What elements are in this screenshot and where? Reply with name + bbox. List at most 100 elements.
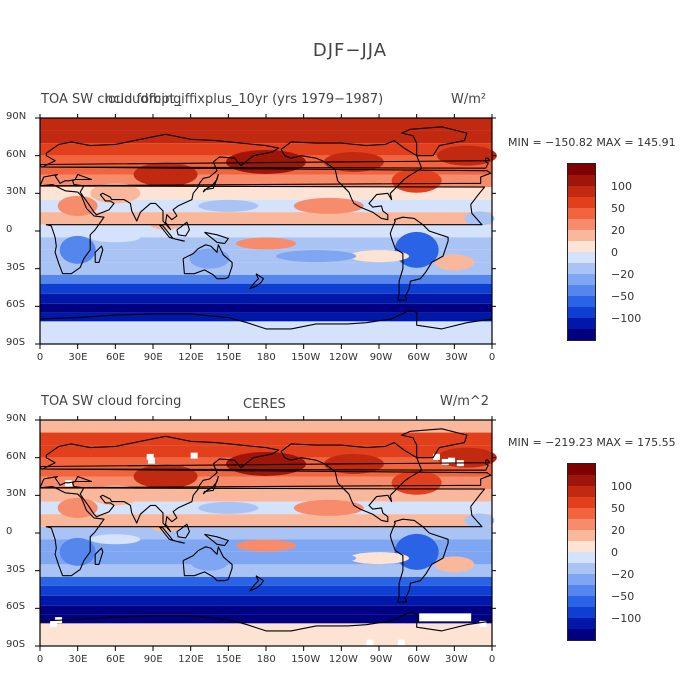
- zonal-band-7: [40, 212, 492, 225]
- coastline-2: [39, 157, 491, 169]
- lat-label-1-0: 90N: [6, 413, 27, 424]
- lon-label-0-11: 30W: [445, 352, 468, 363]
- regional-feature-14: [349, 250, 409, 263]
- regional-feature-15: [90, 534, 141, 545]
- colorbar-cell: [568, 175, 595, 186]
- lon-label-1-11: 30W: [445, 654, 468, 665]
- colorbar-label: 50: [611, 502, 625, 515]
- panel1-colorbar: [567, 163, 596, 341]
- colorbar-label: 20: [611, 524, 625, 537]
- colorbar-cell: [568, 208, 595, 219]
- zonal-band-14: [40, 595, 492, 606]
- zonal-band-1: [40, 130, 492, 144]
- lat-label-0-5: 60S: [6, 299, 26, 311]
- colorbar-cell: [568, 563, 595, 574]
- missing-data-6: [448, 457, 456, 464]
- colorbar-label: 50: [611, 202, 625, 215]
- regional-feature-0: [133, 464, 198, 489]
- zonal-band-13: [40, 283, 492, 294]
- zonal-band-6: [40, 501, 492, 515]
- lon-label-0-10: 60W: [407, 352, 430, 363]
- coastline-8: [204, 533, 229, 547]
- colorbar-cell: [568, 541, 595, 552]
- zonal-band-2: [40, 143, 492, 156]
- colorbar-label: 100: [611, 180, 632, 193]
- coastline-11: [401, 428, 468, 459]
- coastline-8: [204, 231, 229, 245]
- colorbar-cell: [568, 241, 595, 252]
- colorbar-cell: [568, 530, 595, 541]
- lon-label-1-12: 0: [488, 654, 496, 665]
- lon-label-0-8: 120W: [328, 352, 358, 363]
- colorbar-label: −100: [611, 312, 642, 325]
- lon-label-1-8: 120W: [328, 654, 358, 665]
- zonal-band-0: [40, 420, 492, 433]
- zonal-band-1: [40, 432, 492, 446]
- colorbar-cell: [568, 574, 595, 585]
- lat-label-1-6: 90S: [6, 639, 26, 650]
- regional-feature-7: [198, 199, 259, 212]
- lon-label-1-9: 90W: [369, 654, 393, 665]
- coastline-14: [249, 575, 265, 592]
- coastline-3: [94, 547, 104, 565]
- zonal-band-12: [40, 576, 492, 586]
- missing-data-1: [146, 453, 154, 460]
- missing-data-2: [147, 457, 155, 464]
- missing-data-3: [190, 452, 198, 459]
- colorbar-cell: [568, 618, 595, 629]
- zonal-band-17: [40, 623, 492, 646]
- missing-data-11: [50, 620, 58, 627]
- lat-label-0-2: 30N: [6, 186, 27, 198]
- lon-label-0-0: 0: [36, 352, 44, 363]
- coastline-6: [172, 237, 185, 242]
- missing-data-4: [432, 453, 440, 460]
- coastline-2: [39, 459, 491, 471]
- zonal-band-7: [40, 514, 492, 527]
- regional-feature-0: [133, 162, 198, 187]
- lon-label-0-4: 120E: [178, 352, 204, 363]
- colorbar-cell: [568, 230, 595, 241]
- colorbar-cell: [568, 607, 595, 618]
- colorbar-cell: [568, 629, 595, 640]
- coastline-11: [401, 126, 468, 157]
- regional-feature-8: [293, 197, 364, 214]
- zonal-band-11: [40, 564, 492, 577]
- coastline-7: [176, 221, 190, 237]
- zonal-band-14: [40, 293, 492, 304]
- coastline-3: [94, 245, 104, 263]
- lon-label-0-1: 30E: [68, 352, 88, 363]
- lat-label-1-3: 0: [6, 526, 13, 537]
- coastline-0: [39, 183, 486, 275]
- regional-feature-14: [349, 552, 409, 565]
- lat-label-1-2: 30N: [6, 488, 27, 500]
- lon-label-0-5: 150E: [215, 352, 242, 363]
- lat-label-1-1: 60N: [6, 450, 27, 462]
- panel2-left-title: TOA SW cloud forcing: [41, 394, 182, 409]
- regional-feature-5: [57, 497, 98, 518]
- coastline-9: [202, 475, 219, 495]
- lon-label-1-7: 150W: [291, 654, 321, 665]
- regional-feature-18: [434, 556, 475, 573]
- coastlines: [39, 428, 493, 632]
- colorbar-cell: [568, 519, 595, 530]
- regional-feature-5: [57, 195, 98, 216]
- zonal-band-8: [40, 224, 492, 238]
- lon-label-1-6: 180: [256, 654, 276, 665]
- colorbar-label: −100: [611, 612, 642, 625]
- colorbar-cell: [568, 164, 595, 175]
- panel2-colorbar: [567, 463, 596, 641]
- regional-feature-17: [276, 250, 357, 263]
- zonal-band-16: [40, 614, 492, 624]
- panel1-case-title: ncloudfbpt_iffixplus_10yr (yrs 1979−1987…: [105, 92, 384, 107]
- zonal-band-16: [40, 312, 492, 322]
- lon-label-1-0: 0: [36, 654, 44, 665]
- zonal-band-17: [40, 321, 492, 344]
- colorbar-cell: [568, 486, 595, 497]
- coastline-12: [389, 216, 449, 301]
- panel2-units: W/m^2: [440, 394, 490, 409]
- panel1-left-title: TOA SW cloud forcing: [41, 92, 182, 107]
- lon-label-0-2: 60E: [106, 352, 126, 363]
- lon-label-0-7: 150W: [291, 352, 321, 363]
- zonal-band-5: [40, 187, 492, 200]
- zonal-band-0: [40, 118, 492, 131]
